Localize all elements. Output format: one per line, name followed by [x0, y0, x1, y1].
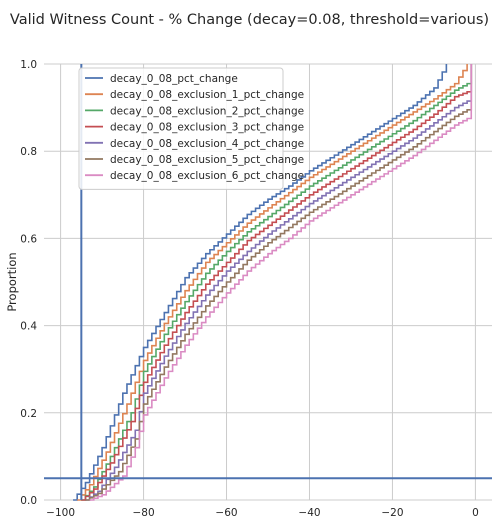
x-tick-label: −40	[298, 507, 320, 519]
series-line-1	[77, 64, 468, 501]
x-tick-label: −20	[381, 507, 403, 519]
legend-entry: decay_0_08_pct_change	[110, 73, 238, 85]
legend-entry: decay_0_08_exclusion_1_pct_change	[110, 89, 304, 101]
y-tick-label: 0.8	[20, 146, 37, 158]
y-axis-label: Proportion	[5, 252, 19, 311]
legend-box	[78, 67, 284, 190]
x-tick-label: −80	[132, 507, 154, 519]
y-tick-label: 0.2	[20, 408, 37, 420]
legend-entry: decay_0_08_exclusion_2_pct_change	[110, 105, 304, 117]
series-line-6	[89, 64, 473, 501]
legend-entry: decay_0_08_exclusion_5_pct_change	[110, 154, 304, 166]
series-line-3	[81, 64, 473, 501]
series-line-0	[73, 64, 448, 501]
legend: decay_0_08_pct_change decay_0_08_exclusio…	[78, 67, 304, 190]
y-tick-label: 1.0	[20, 59, 37, 71]
y-tick-label: 0.0	[20, 495, 37, 507]
legend-entry: decay_0_08_exclusion_3_pct_change	[110, 122, 304, 134]
series-line-5	[85, 64, 473, 501]
tick-labels: −100 −80 −60 −40 −20 0 0.0 0.2 0.4 0.6 0.8 1.0	[20, 59, 478, 519]
series-line-4	[85, 64, 473, 501]
series-line-2	[81, 64, 473, 501]
x-tick-label: 0	[472, 507, 479, 519]
y-tick-label: 0.4	[20, 321, 37, 333]
series-layer	[73, 64, 473, 501]
x-tick-label: −100	[46, 507, 75, 519]
x-tick-label: −60	[215, 507, 237, 519]
grid-layer	[44, 63, 492, 501]
legend-entry: decay_0_08_exclusion_6_pct_change	[110, 170, 304, 182]
legend-entry: decay_0_08_exclusion_4_pct_change	[110, 138, 304, 150]
y-tick-label: 0.6	[20, 233, 37, 245]
chart-title: Valid Witness Count - % Change (decay=0.…	[9, 12, 490, 28]
